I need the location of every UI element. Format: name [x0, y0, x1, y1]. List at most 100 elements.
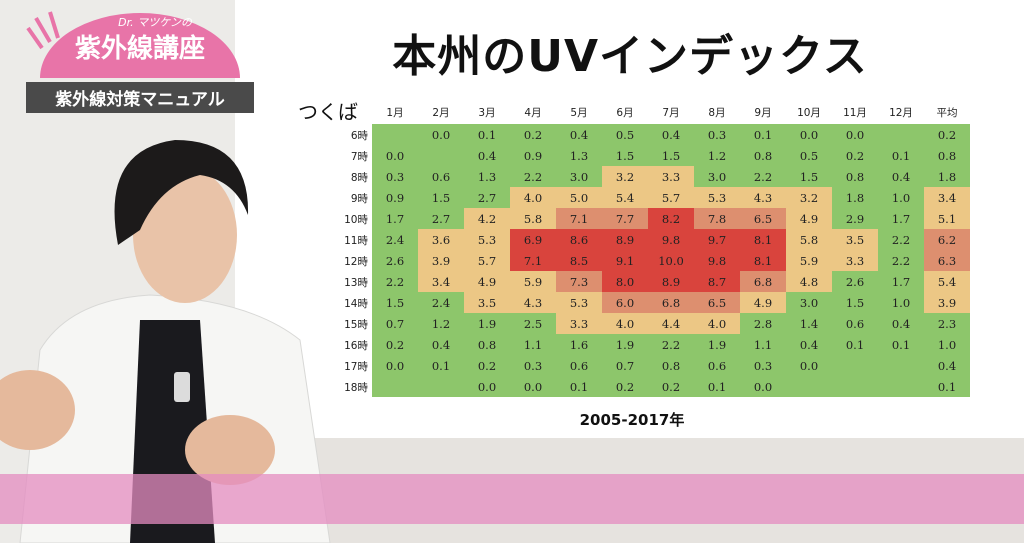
cell: 6.0	[602, 292, 648, 313]
cell: 4.2	[464, 208, 510, 229]
cell: 0.0	[418, 124, 464, 145]
cell: 1.5	[648, 145, 694, 166]
cell: 3.0	[556, 166, 602, 187]
cell: 0.1	[924, 376, 970, 397]
cell: 9.1	[602, 250, 648, 271]
cell	[372, 124, 418, 145]
column-header: 11月	[843, 107, 867, 119]
cell: 0.2	[602, 376, 648, 397]
row-header: 9時	[350, 192, 368, 205]
cell: 2.7	[418, 208, 464, 229]
cell: 1.0	[878, 292, 924, 313]
cell: 5.4	[602, 187, 648, 208]
cell: 0.7	[372, 313, 418, 334]
cell: 2.2	[372, 271, 418, 292]
cell: 7.7	[602, 208, 648, 229]
logo-banner: 紫外線対策マニュアル	[26, 82, 254, 113]
row-header: 10時	[344, 213, 368, 226]
cell	[786, 376, 832, 397]
cell: 0.0	[786, 355, 832, 376]
cell: 0.0	[510, 376, 556, 397]
cell: 6.8	[740, 271, 786, 292]
cell: 0.1	[878, 145, 924, 166]
cell: 0.3	[740, 355, 786, 376]
cell: 4.3	[510, 292, 556, 313]
cell: 0.4	[786, 334, 832, 355]
cell	[418, 376, 464, 397]
cell: 0.6	[418, 166, 464, 187]
cell: 3.0	[694, 166, 740, 187]
cell: 5.8	[786, 229, 832, 250]
cell: 0.8	[832, 166, 878, 187]
cell: 0.9	[510, 145, 556, 166]
cell: 5.3	[694, 187, 740, 208]
column-header: 4月	[524, 107, 542, 119]
cell: 0.0	[372, 145, 418, 166]
cell: 2.2	[878, 229, 924, 250]
cell: 3.9	[418, 250, 464, 271]
period-caption: 2005-2017年	[579, 411, 685, 429]
cell: 3.3	[556, 313, 602, 334]
row-header: 8時	[350, 171, 368, 184]
cell: 4.0	[510, 187, 556, 208]
cell: 2.8	[740, 313, 786, 334]
cell: 0.1	[878, 334, 924, 355]
cell: 1.3	[556, 145, 602, 166]
cell: 7.1	[510, 250, 556, 271]
cell: 8.6	[556, 229, 602, 250]
cell: 1.9	[602, 334, 648, 355]
row-header: 7時	[350, 150, 368, 163]
cell: 1.2	[418, 313, 464, 334]
cell: 1.7	[878, 208, 924, 229]
left-hand	[0, 370, 75, 450]
cell: 8.7	[694, 271, 740, 292]
cell: 8.0	[602, 271, 648, 292]
row-header: 18時	[344, 381, 368, 394]
cell: 0.4	[418, 334, 464, 355]
cell: 8.5	[556, 250, 602, 271]
cell: 9.7	[694, 229, 740, 250]
cell: 0.3	[372, 166, 418, 187]
cell: 0.4	[878, 313, 924, 334]
cell: 0.2	[372, 334, 418, 355]
hair	[114, 140, 249, 245]
cell: 3.5	[832, 229, 878, 250]
cell: 3.0	[786, 292, 832, 313]
column-header: 3月	[478, 107, 496, 119]
cell: 2.9	[832, 208, 878, 229]
cell: 2.2	[648, 334, 694, 355]
cell: 2.7	[464, 187, 510, 208]
cell: 1.7	[372, 208, 418, 229]
column-header: 8月	[708, 107, 726, 119]
cell: 4.0	[694, 313, 740, 334]
cell: 1.8	[924, 166, 970, 187]
row-header: 15時	[344, 318, 368, 331]
cell	[372, 376, 418, 397]
cell: 0.1	[694, 376, 740, 397]
row-header: 16時	[344, 339, 368, 352]
row-header: 6時	[350, 129, 368, 142]
cell: 4.0	[602, 313, 648, 334]
cell: 6.9	[510, 229, 556, 250]
cell: 5.4	[924, 271, 970, 292]
cell: 0.6	[832, 313, 878, 334]
cell: 0.0	[372, 355, 418, 376]
cell: 1.6	[556, 334, 602, 355]
cell: 5.3	[556, 292, 602, 313]
cell: 6.5	[694, 292, 740, 313]
cell: 0.0	[464, 376, 510, 397]
cell: 1.5	[602, 145, 648, 166]
cell: 3.6	[418, 229, 464, 250]
cell: 8.1	[740, 250, 786, 271]
cell: 6.8	[648, 292, 694, 313]
cell: 0.8	[740, 145, 786, 166]
cell: 6.3	[924, 250, 970, 271]
cell: 1.5	[372, 292, 418, 313]
cell: 2.5	[510, 313, 556, 334]
cell: 1.8	[832, 187, 878, 208]
cell: 3.4	[418, 271, 464, 292]
logo-rays	[26, 11, 60, 50]
cell: 0.4	[556, 124, 602, 145]
cell: 9.8	[694, 250, 740, 271]
